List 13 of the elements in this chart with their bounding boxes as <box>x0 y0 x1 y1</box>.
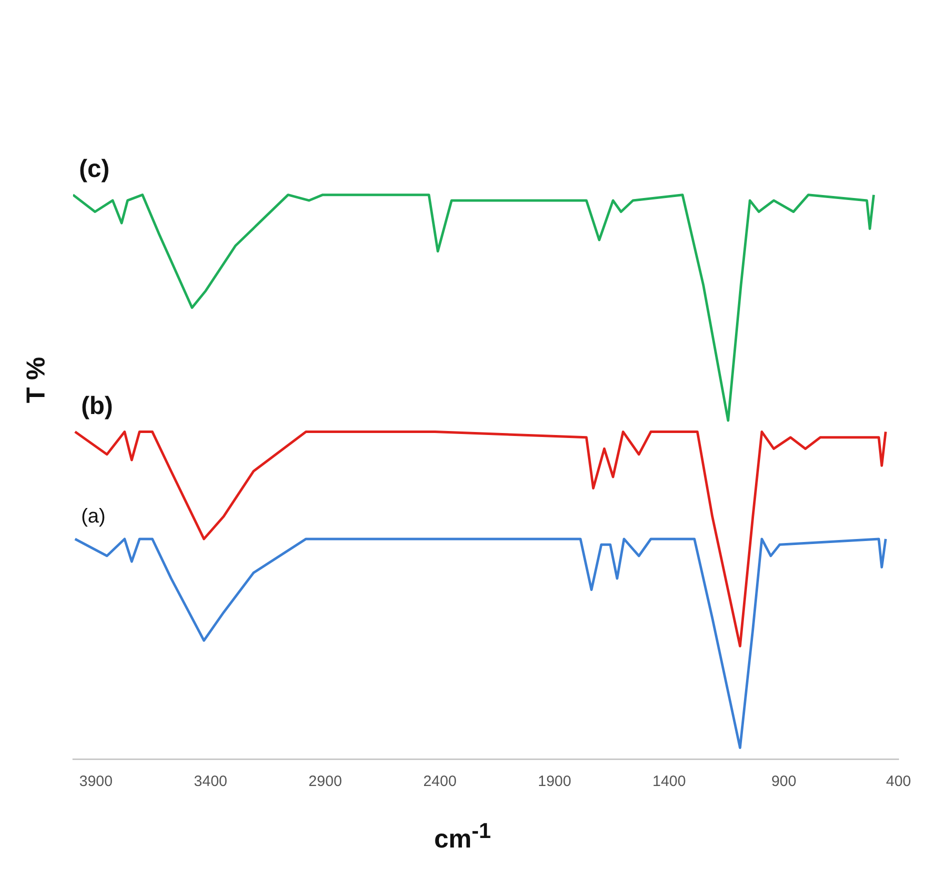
x-tick-label: 3400 <box>194 773 228 790</box>
x-tick-label: 1900 <box>538 773 572 790</box>
x-tick-label: 400 <box>886 773 911 790</box>
series-label: (b) <box>81 392 113 420</box>
y-axis-title: T % <box>20 356 52 404</box>
x-tick-label: 2400 <box>423 773 457 790</box>
x-tick-label: 900 <box>771 773 796 790</box>
series-label: (a) <box>81 505 106 528</box>
x-tick-label: 3900 <box>79 773 113 790</box>
x-axis-title: cm$^{-1}$ <box>433 818 492 855</box>
x-tick-label: 2900 <box>308 773 342 790</box>
x-tick-label: 1400 <box>652 773 686 790</box>
series-label: (c) <box>79 155 110 184</box>
